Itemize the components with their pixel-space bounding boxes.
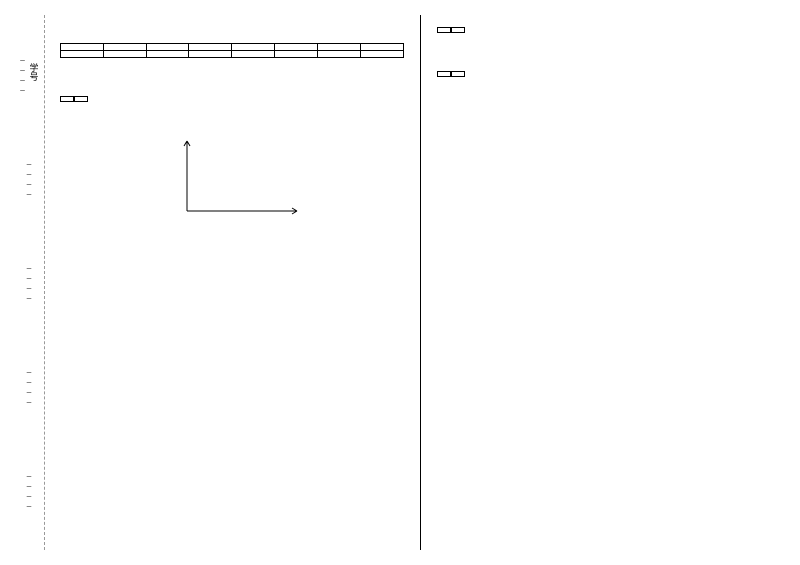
score-label xyxy=(60,96,74,102)
grader-label xyxy=(451,71,465,77)
score-cell[interactable] xyxy=(360,51,403,58)
label-class: ____ xyxy=(24,260,34,300)
score-table xyxy=(60,43,404,58)
label-town: ____ xyxy=(24,468,34,508)
score-label xyxy=(437,71,451,77)
th-choice xyxy=(146,44,189,51)
section-scorebox xyxy=(437,71,781,77)
section-scorebox xyxy=(60,96,404,102)
seal-line xyxy=(44,15,45,550)
grader-label xyxy=(451,27,465,33)
label-school: ____ xyxy=(24,364,34,404)
score-cell[interactable] xyxy=(146,51,189,58)
score-cell[interactable] xyxy=(275,51,318,58)
left-column xyxy=(60,15,404,550)
grader-label xyxy=(74,96,88,102)
th-calc xyxy=(232,44,275,51)
section-scorebox xyxy=(437,27,781,33)
score-cell[interactable] xyxy=(317,51,360,58)
score-cell[interactable] xyxy=(103,51,146,58)
th-total xyxy=(360,44,403,51)
score-cell[interactable] xyxy=(189,51,232,58)
score-label xyxy=(61,51,104,58)
th-fill xyxy=(103,44,146,51)
score-cell[interactable] xyxy=(232,51,275,58)
score-label xyxy=(437,27,451,33)
th-app xyxy=(317,44,360,51)
label-name: ____ xyxy=(24,156,34,196)
right-column xyxy=(437,15,781,550)
label-studentid: 学号____ xyxy=(18,52,41,92)
th-judge xyxy=(189,44,232,51)
notice-list xyxy=(60,84,404,90)
column-divider xyxy=(420,15,421,550)
th-num xyxy=(61,44,104,51)
bar-chart xyxy=(157,126,307,226)
th-comp xyxy=(275,44,318,51)
